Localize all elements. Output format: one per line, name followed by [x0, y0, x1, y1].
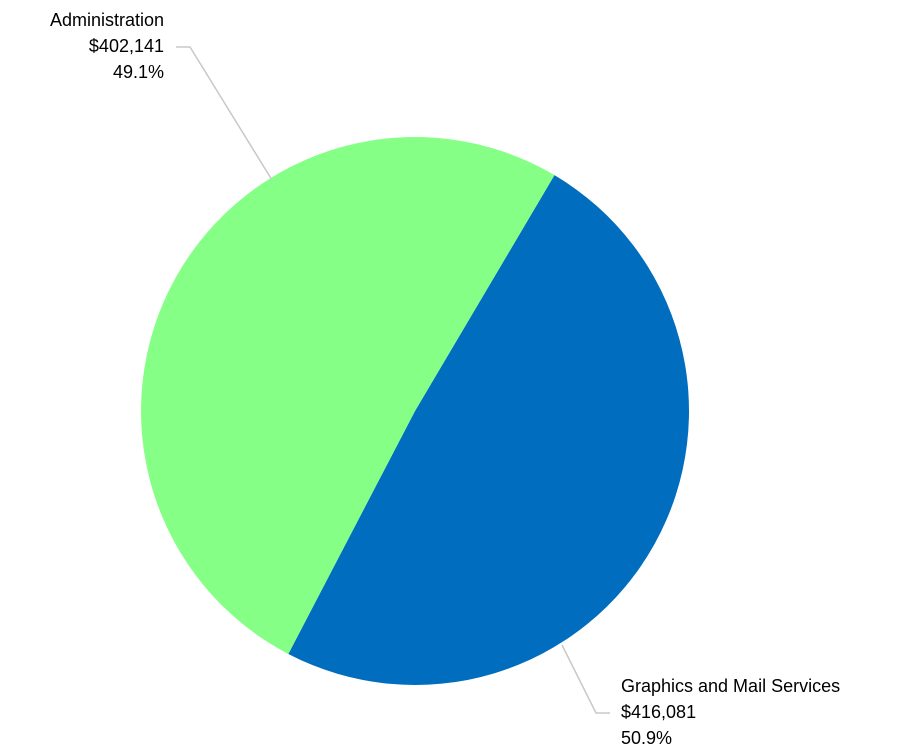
pie-slice-graphics-mail: [141, 137, 555, 654]
slice-label-administration: Administration $402,141 49.1%: [50, 10, 273, 181]
pie-slice-administration: [288, 175, 690, 686]
label-graphics-mail-percent: 50.9%: [621, 728, 672, 748]
slice-label-graphics-mail: Graphics and Mail Services $416,081 50.9…: [561, 644, 840, 748]
label-administration-percent: 49.1%: [113, 62, 164, 82]
label-administration-name: Administration: [50, 10, 164, 30]
label-graphics-mail-name: Graphics and Mail Services: [621, 676, 840, 696]
leader-line-graphics-mail: [561, 644, 610, 714]
leader-line-administration: [176, 46, 273, 181]
label-administration-value: $402,141: [89, 36, 164, 56]
pie-slices: [141, 137, 690, 686]
label-graphics-mail-value: $416,081: [621, 702, 696, 722]
